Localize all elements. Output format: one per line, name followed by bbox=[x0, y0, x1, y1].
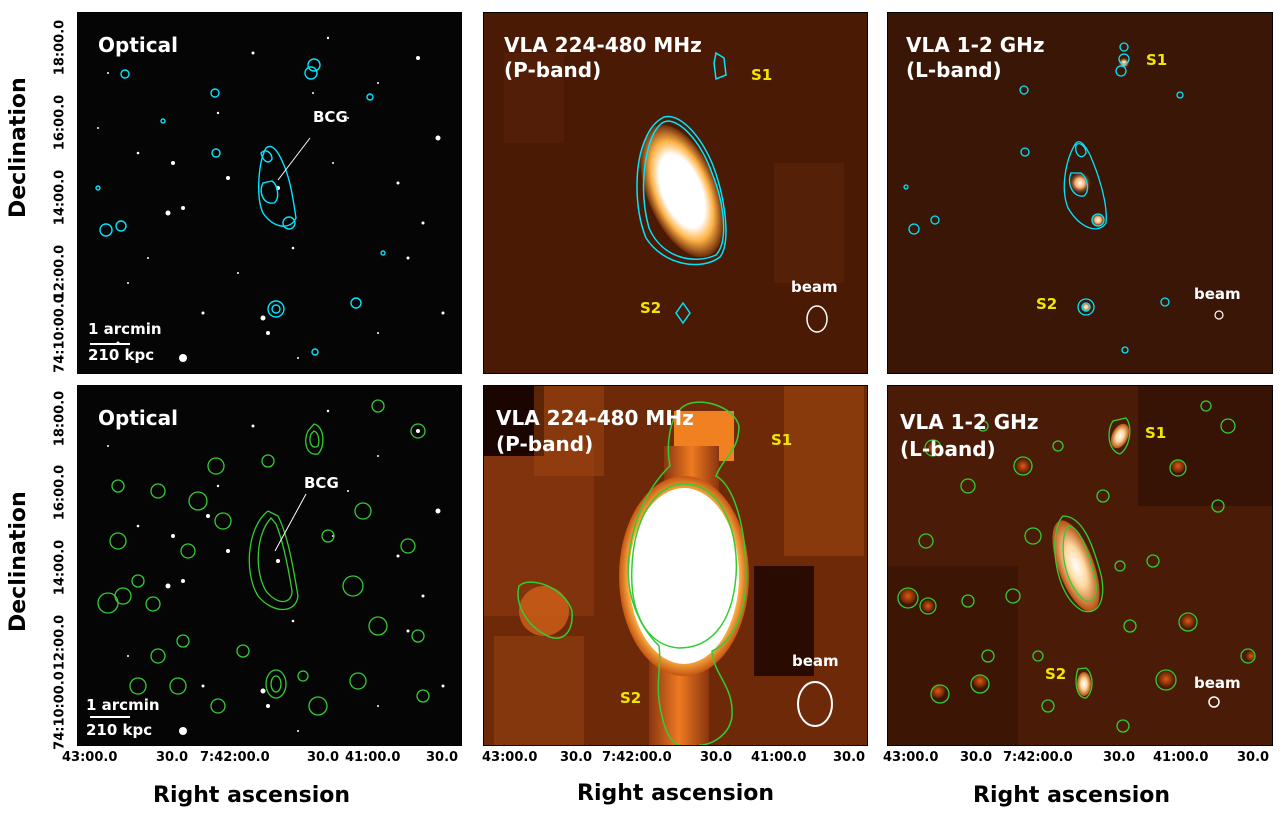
ytick-b-1400: 14:00.0 bbox=[52, 539, 68, 596]
scalebar-angular-label: 1 arcmin bbox=[86, 696, 160, 714]
xtick: 41:00.0 bbox=[1153, 750, 1209, 765]
panel-title-line2: (L-band) bbox=[900, 437, 996, 461]
xtick: 41:00.0 bbox=[751, 750, 807, 765]
source-s2-label: S2 bbox=[1036, 295, 1058, 313]
xtick: 43:00.0 bbox=[62, 750, 118, 765]
pband-top-image bbox=[504, 51, 844, 333]
optical-bottom-image bbox=[90, 399, 445, 735]
source-s2-label: S2 bbox=[1045, 665, 1067, 683]
xtick: 43:00.0 bbox=[883, 750, 939, 765]
scalebar-physical-label: 210 kpc bbox=[88, 346, 155, 364]
ytick-1400: 14:00.0 bbox=[52, 169, 68, 226]
panel-pband-bottom: VLA 224-480 MHz (P-band) S1 S2 beam bbox=[483, 385, 868, 746]
x-axis-title-left: Right ascension bbox=[153, 783, 351, 808]
ytick-b-1600: 16:00.0 bbox=[52, 464, 68, 521]
scalebar-angular-label: 1 arcmin bbox=[88, 320, 162, 338]
pband-bottom-image bbox=[484, 386, 867, 745]
bcg-label: BCG bbox=[313, 108, 348, 126]
beam-label: beam bbox=[791, 278, 838, 296]
panel-title: Optical bbox=[98, 406, 178, 430]
xtick: 30.0 bbox=[833, 750, 866, 765]
xtick: 30.0 bbox=[426, 750, 459, 765]
panel-optical-bottom: Optical BCG 1 arcmin 210 kpc bbox=[77, 385, 462, 746]
x-axis-title-middle: Right ascension bbox=[577, 781, 775, 806]
panel-title-line1: VLA 1-2 GHz bbox=[900, 410, 1039, 434]
optical-top-image bbox=[90, 36, 445, 362]
panel-lband-top: VLA 1-2 GHz (L-band) S1 S2 beam bbox=[887, 12, 1273, 374]
source-s1-label: S1 bbox=[1146, 51, 1168, 69]
xtick: 7:42:00.0 bbox=[200, 750, 270, 765]
xtick: 43:00.0 bbox=[482, 750, 538, 765]
ytick-1600: 16:00.0 bbox=[52, 94, 68, 151]
xtick: 41:00.0 bbox=[345, 750, 401, 765]
ytick-1800: 18:00.0 bbox=[52, 19, 68, 76]
x-axis-title-right: Right ascension bbox=[973, 783, 1171, 808]
xtick: 7:42:00.0 bbox=[602, 750, 672, 765]
xtick: 30.0 bbox=[1237, 750, 1270, 765]
panel-title-line1: VLA 224-480 MHz bbox=[504, 33, 702, 57]
bcg-label: BCG bbox=[304, 474, 339, 492]
panel-title-line2: (L-band) bbox=[906, 58, 1002, 82]
lband-bottom-image bbox=[888, 386, 1272, 745]
ytick-1200: 12:00.0 bbox=[52, 244, 68, 301]
source-s1-label: S1 bbox=[1145, 424, 1167, 442]
lband-top-image bbox=[903, 42, 1224, 354]
panel-pband-top: VLA 224-480 MHz (P-band) S1 S2 beam bbox=[483, 12, 868, 374]
y-axis-title-top: Declination bbox=[6, 77, 31, 218]
panel-optical-top: Optical BCG 1 arcmin 210 kpc bbox=[77, 12, 462, 374]
panel-title-line2: (P-band) bbox=[504, 58, 602, 82]
panel-title-line1: VLA 224-480 MHz bbox=[496, 406, 694, 430]
scalebar-physical-label: 210 kpc bbox=[86, 721, 153, 739]
y-axis-title-bottom: Declination bbox=[6, 491, 31, 632]
ytick-b-1000: 74:10:00.0 bbox=[52, 671, 68, 750]
xtick: 7:42:00.0 bbox=[1003, 750, 1073, 765]
xtick: 30.0 bbox=[960, 750, 993, 765]
panel-title-line2: (P-band) bbox=[496, 432, 594, 456]
source-s1-label: S1 bbox=[751, 66, 773, 84]
panel-lband-bottom: VLA 1-2 GHz (L-band) S1 S2 beam bbox=[887, 385, 1273, 746]
xtick: 30.0 bbox=[307, 750, 340, 765]
ytick-b-1200: 12:00.0 bbox=[52, 614, 68, 671]
panel-title: Optical bbox=[98, 33, 178, 57]
source-s2-label: S2 bbox=[620, 689, 642, 707]
source-s2-label: S2 bbox=[640, 299, 662, 317]
xtick: 30.0 bbox=[560, 750, 593, 765]
xtick: 30.0 bbox=[156, 750, 189, 765]
beam-label: beam bbox=[792, 652, 839, 670]
panel-title-line1: VLA 1-2 GHz bbox=[906, 33, 1045, 57]
source-s1-label: S1 bbox=[771, 431, 793, 449]
ytick-b-1800: 18:00.0 bbox=[52, 390, 68, 447]
xtick: 30.0 bbox=[700, 750, 733, 765]
xtick: 30.0 bbox=[1103, 750, 1136, 765]
beam-label: beam bbox=[1194, 285, 1241, 303]
ytick-1810: 74:10:00.0 bbox=[52, 294, 68, 373]
beam-label: beam bbox=[1194, 674, 1241, 692]
